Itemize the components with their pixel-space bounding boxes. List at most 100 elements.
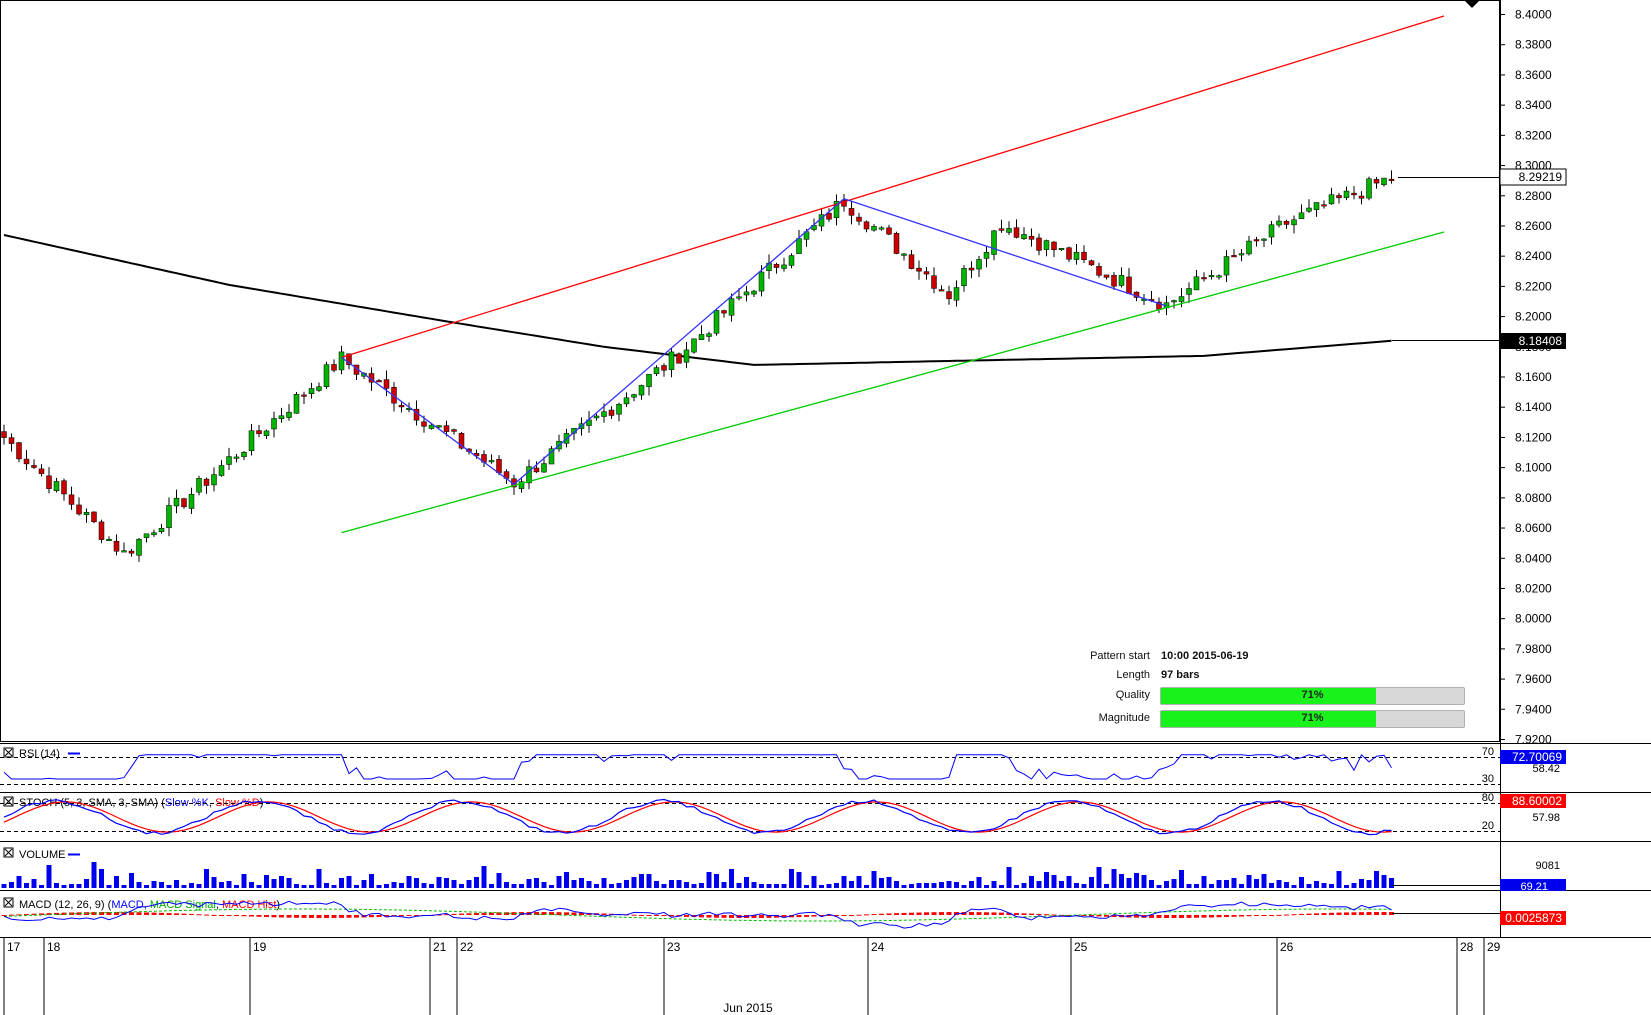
macd-hist-bar: [16, 914, 22, 916]
candle: [1006, 221, 1012, 235]
macd-hist-bar: [1254, 915, 1259, 916]
volume-bar: [181, 885, 187, 888]
volume-bar: [661, 884, 667, 888]
macd-hist-bar: [384, 915, 389, 917]
candle: [248, 423, 255, 456]
candle: [706, 331, 712, 342]
volume-bar: [511, 884, 517, 888]
macd-hist-bar: [766, 915, 772, 918]
x-tick-label: 19: [253, 940, 267, 954]
macd-hist-bar: [931, 912, 937, 915]
candle: [226, 447, 232, 471]
macd-hist-bar: [204, 914, 209, 916]
candle: [751, 289, 757, 298]
macd-hist-bar: [1186, 915, 1192, 918]
volume-bar: [1366, 880, 1372, 888]
volume-bar: [211, 877, 217, 888]
macd-hist-bar: [841, 915, 847, 916]
candle: [1081, 245, 1087, 263]
x-tick-label: 21: [433, 940, 447, 954]
macd-hist-bar: [316, 915, 322, 918]
volume-bar: [1066, 876, 1072, 888]
candle: [91, 511, 97, 524]
macd-hist-bar: [564, 912, 569, 915]
volume-bar: [451, 880, 457, 888]
candle: [1261, 238, 1267, 247]
x-tick-label: 26: [1280, 940, 1294, 954]
y-tick-label: 8.3200: [1515, 128, 1552, 142]
volume-bar: [91, 862, 97, 888]
x-month-label: Jun 2015: [723, 1001, 773, 1015]
candle: [953, 280, 960, 307]
magnitude-bar-fill: [1161, 711, 1377, 727]
volume-bar: [174, 880, 179, 888]
macd-hist-bar: [54, 912, 59, 915]
candle: [1036, 233, 1042, 256]
macd-hist-bar: [1276, 914, 1282, 916]
y-tick-label: 8.2200: [1515, 279, 1552, 293]
volume-bar: [1059, 881, 1064, 888]
candle: [1231, 249, 1237, 258]
volume-bar: [204, 869, 209, 888]
macd-hist-bar: [129, 912, 134, 915]
volume-bar: [706, 872, 712, 888]
volume-bar: [841, 876, 847, 888]
macd-signal-label: MACD Signal: [150, 899, 216, 911]
macd-hist-bar: [879, 913, 884, 915]
candle: [106, 536, 112, 541]
y-tick-label: 8.4000: [1515, 8, 1552, 22]
candle: [871, 224, 877, 232]
candle: [856, 212, 862, 226]
macd-hist-bar: [1006, 912, 1012, 915]
volume-bar: [714, 874, 719, 888]
candle: [316, 382, 322, 392]
volume-bar: [301, 885, 307, 888]
macd-hist-bar: [1261, 915, 1267, 916]
chart-menu-arrow-icon[interactable]: [1464, 0, 1480, 8]
candle: [998, 219, 1005, 233]
volume-bar: [279, 876, 284, 888]
volume-bar: [31, 879, 37, 888]
volume-bar: [879, 878, 884, 888]
volume-bar: [1194, 884, 1199, 888]
candle: [256, 425, 262, 438]
volume-bar: [871, 871, 877, 888]
candle: [308, 382, 315, 399]
volume-bar: [331, 885, 337, 888]
macd-hist-bar: [924, 912, 929, 915]
macd-hist-bar: [549, 912, 554, 915]
volume-bar: [1044, 872, 1049, 888]
macd-hist-bar: [1269, 915, 1274, 916]
candle: [991, 229, 997, 261]
volume-bar: [294, 884, 299, 888]
macd-hist-bar: [1096, 915, 1102, 917]
volume-bar: [24, 883, 29, 888]
candle: [1366, 176, 1372, 201]
volume-bar: [834, 883, 839, 888]
quality-bar-fill: [1161, 688, 1377, 704]
candle: [1103, 274, 1110, 280]
volume-bar: [339, 878, 344, 888]
macd-hist-bar: [669, 915, 674, 917]
volume-bar: [999, 885, 1004, 888]
volume-bar: [939, 882, 944, 888]
macd-hist-bar: [309, 915, 314, 918]
volume-bar: [496, 873, 502, 888]
candle: [16, 442, 22, 463]
volume-bar: [571, 880, 577, 888]
ma-price-tag: [1500, 333, 1566, 349]
volume-bar: [1126, 878, 1132, 888]
volume-bar: [729, 869, 734, 888]
y-tick-label: 7.9800: [1515, 642, 1552, 656]
volume-bar: [616, 883, 622, 888]
volume-bar: [669, 880, 674, 888]
candle: [1388, 170, 1395, 184]
macd-hist-bar: [781, 915, 787, 918]
macd-hist-bar: [466, 913, 472, 915]
macd-hist-bar: [1014, 913, 1019, 915]
volume-bar: [534, 878, 539, 888]
volume-bar: [414, 878, 419, 888]
macd-hist-bar: [901, 912, 907, 915]
volume-bar: [526, 879, 532, 888]
x-tick-label: 18: [47, 940, 61, 954]
